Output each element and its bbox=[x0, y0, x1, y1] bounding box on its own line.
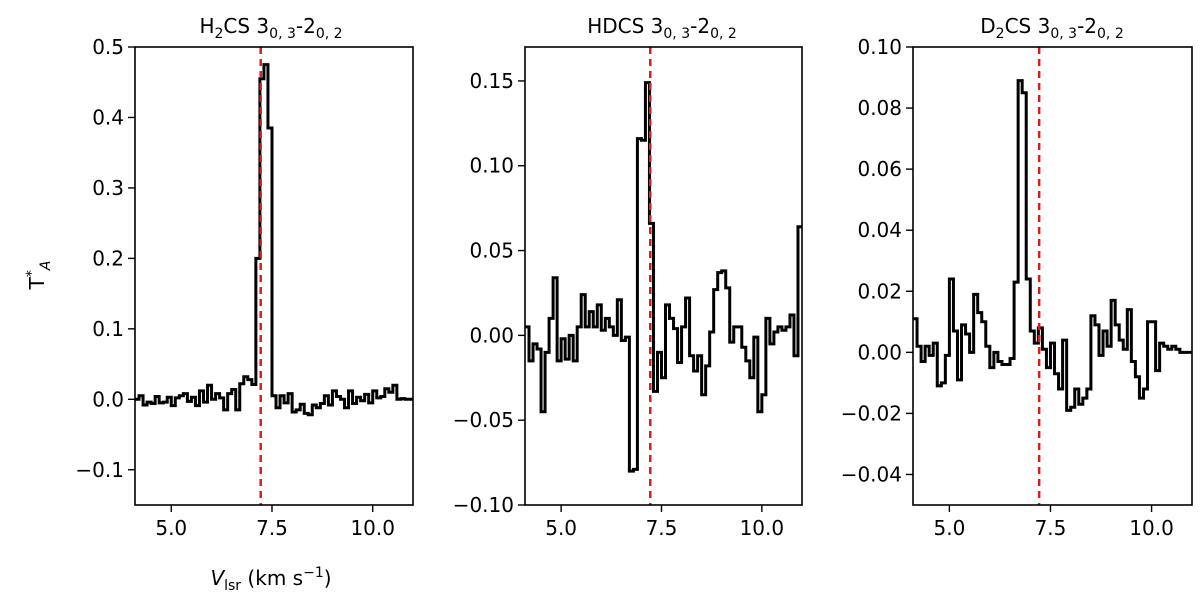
y-tick-label: 0.15 bbox=[469, 69, 514, 93]
x-tick-label: 10.0 bbox=[740, 516, 785, 540]
panel-d2cs: D2CS 30, 3-20, 2 5.0 7.5 10.0 −0.04 −0.02 0.0… bbox=[841, 14, 1193, 540]
y-tick-label: 0.00 bbox=[469, 323, 514, 347]
y-tick-label: −0.02 bbox=[841, 401, 902, 425]
panel-title-d2cs: D2CS 30, 3-20, 2 bbox=[980, 14, 1123, 42]
y-tick-label: 0.2 bbox=[92, 246, 124, 270]
series-line-h2cs bbox=[135, 63, 413, 417]
y-tick-label: 0.02 bbox=[857, 279, 902, 303]
x-tick-label: 7.5 bbox=[256, 516, 288, 540]
y-tick-label: 0.5 bbox=[92, 35, 124, 59]
y-tick-label: 0.1 bbox=[92, 317, 124, 341]
y-tick-label: 0.05 bbox=[469, 239, 514, 263]
y-tick-label: −0.04 bbox=[841, 462, 902, 486]
x-axis-title: Vlsr (km s−1) bbox=[210, 565, 331, 594]
x-tick-label: 5.0 bbox=[155, 516, 187, 540]
x-tick-label: 7.5 bbox=[1035, 516, 1067, 540]
panel-h2cs: H2CS 30, 3-20, 2 5.0 7.5 10.0 −0.1 0.0 0.1 0.2… bbox=[75, 14, 414, 540]
plot-frame-d2cs bbox=[912, 46, 1193, 506]
x-tick-label: 5.0 bbox=[933, 516, 965, 540]
x-tick-label: 5.0 bbox=[545, 516, 577, 540]
y-tick-label: 0.08 bbox=[857, 96, 902, 120]
y-tick-label: 0.00 bbox=[857, 340, 902, 364]
panel-hdcs: HDCS 30, 3-20, 2 5.0 7.5 10.0 −0.10 −0.05 0.0… bbox=[453, 14, 803, 540]
plot-frame-h2cs bbox=[134, 46, 414, 506]
y-tick-label: 0.06 bbox=[857, 157, 902, 181]
x-tick-label: 10.0 bbox=[350, 516, 395, 540]
y-tick-label: 0.0 bbox=[92, 387, 124, 411]
y-tick-label: 0.04 bbox=[857, 218, 902, 242]
x-tick-label: 10.0 bbox=[1129, 516, 1174, 540]
y-tick-label: −0.1 bbox=[75, 458, 124, 482]
y-tick-label: 0.4 bbox=[92, 105, 124, 129]
y-tick-label: 0.3 bbox=[92, 176, 124, 200]
plot-frame-hdcs bbox=[524, 46, 803, 506]
y-tick-label: 0.10 bbox=[469, 154, 514, 178]
y-tick-label: −0.10 bbox=[453, 493, 514, 517]
y-tick-label: −0.05 bbox=[453, 408, 514, 432]
x-tick-label: 7.5 bbox=[646, 516, 678, 540]
panel-title-hdcs: HDCS 30, 3-20, 2 bbox=[587, 14, 737, 42]
series-line-d2cs bbox=[913, 79, 1192, 412]
y-axis-title: T*A bbox=[24, 261, 54, 291]
panel-title-h2cs: H2CS 30, 3-20, 2 bbox=[199, 14, 342, 42]
series-line-hdcs bbox=[525, 81, 802, 473]
y-tick-label: 0.10 bbox=[857, 35, 902, 59]
